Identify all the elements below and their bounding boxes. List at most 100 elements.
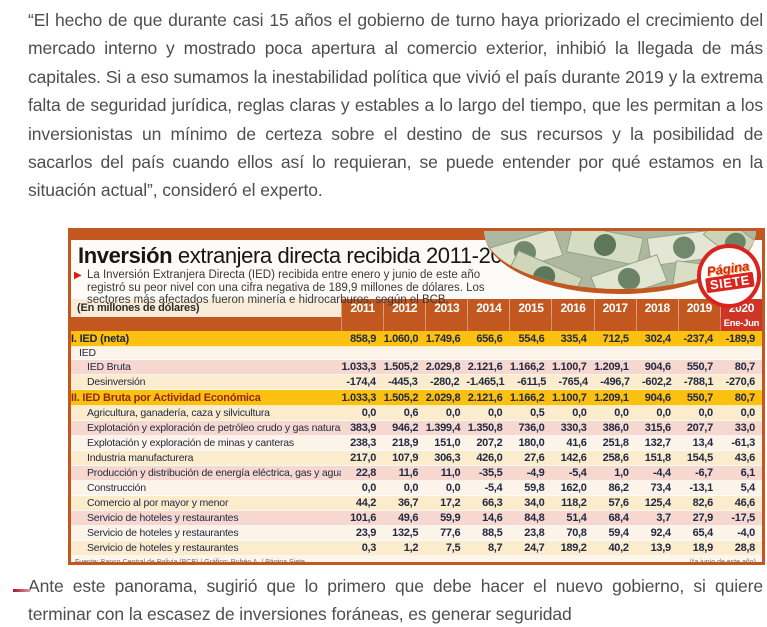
value-cell: 1.033,3 xyxy=(341,361,377,373)
value-cell: 0,0 xyxy=(698,407,713,419)
row-label: Explotación y exploración de minas y can… xyxy=(87,437,294,449)
value-cell: 335,4 xyxy=(560,332,587,345)
row-label: I. IED (neta) xyxy=(71,332,129,345)
value-cell: 8,7 xyxy=(487,542,503,554)
value-cell: 68,4 xyxy=(608,512,629,524)
footnote: (*a junio de este año) xyxy=(689,558,756,565)
value-cell: 86,2 xyxy=(608,482,629,494)
table-year-header-row: (En millones de dólares) 2011 2012 2013 201… xyxy=(71,299,762,317)
band-cell xyxy=(341,317,384,331)
value-cell: 7,5 xyxy=(445,542,461,554)
value-cell: 70,8 xyxy=(566,527,587,539)
value-cell: 2.121,6 xyxy=(467,391,503,404)
value-cell: 118,2 xyxy=(561,497,587,509)
band-cell xyxy=(425,317,468,331)
table-row: Servicio de hoteles y restaurantes 23,9 1… xyxy=(71,526,762,541)
value-cell: 0,0 xyxy=(445,407,461,419)
value-cell: 0,0 xyxy=(614,407,629,419)
band-cell xyxy=(593,317,636,331)
value-cell: 73,4 xyxy=(650,482,672,494)
year-header-cell: 2016 xyxy=(551,299,594,317)
value-cell: 736,0 xyxy=(518,422,545,434)
value-cell: 27,6 xyxy=(524,452,545,464)
value-cell: 0,0 xyxy=(361,407,377,419)
value-cell: -189,9 xyxy=(725,332,756,345)
value-cell: -174,4 xyxy=(346,376,376,388)
value-cell: 125,4 xyxy=(644,497,671,509)
value-cell: -602,2 xyxy=(642,376,672,388)
value-cell: 59,4 xyxy=(608,527,629,539)
value-cell: 238,3 xyxy=(350,437,377,449)
subperiod-label-spacer xyxy=(71,317,341,331)
value-cell: 1.399,4 xyxy=(425,422,461,434)
value-cell: 101,6 xyxy=(350,512,377,524)
value-cell: 41,6 xyxy=(566,437,587,449)
value-cell: 36,7 xyxy=(397,497,419,509)
value-cell: 383,9 xyxy=(350,422,377,434)
red-arrow-icon: ▶ xyxy=(74,270,82,281)
band-cell xyxy=(383,317,426,331)
value-cell: 3,7 xyxy=(656,512,671,524)
source-credit: Fuente: Banco Central de Bolivia (BCB) /… xyxy=(75,558,305,565)
table-row: IED xyxy=(71,347,762,360)
value-cell: 2.029,8 xyxy=(425,391,461,404)
value-cell: 5,4 xyxy=(740,482,756,494)
value-cell: 80,7 xyxy=(734,391,756,404)
table-row: Producción y distribución de energía elé… xyxy=(71,466,762,481)
value-cell: 59,8 xyxy=(524,482,545,494)
red-dash-marker xyxy=(13,589,30,592)
value-cell: 550,7 xyxy=(686,361,713,373)
value-cell: 0,5 xyxy=(530,407,545,419)
value-cell: 80,7 xyxy=(734,361,756,373)
row-label: Producción y distribución de energía elé… xyxy=(87,467,341,479)
value-cell: 1.209,1 xyxy=(594,391,629,404)
value-cell: -4,4 xyxy=(653,467,671,479)
value-cell: 858,9 xyxy=(350,332,377,345)
year-header-cell: 2018 xyxy=(635,299,678,317)
value-cell: 59,9 xyxy=(440,512,461,524)
row-label: Agricultura, ganadería, caza y silvicult… xyxy=(87,407,270,419)
value-cell: 550,7 xyxy=(686,391,713,404)
value-cell: 1.060,0 xyxy=(383,332,419,345)
band-cell xyxy=(551,317,594,331)
value-cell: 22,8 xyxy=(355,467,377,479)
table-row: Industria manufacturera 217,0 107,9 306,3 4… xyxy=(71,451,762,466)
value-cell: -5,4 xyxy=(568,467,587,479)
infographic-title-rest: extranjera directa recibida 2011-2020* xyxy=(172,243,535,268)
table-row: Explotación y exploración de minas y can… xyxy=(71,436,762,451)
value-cell: 1.350,8 xyxy=(467,422,503,434)
row-label: Explotación y exploración de petróleo cr… xyxy=(87,422,341,434)
value-cell: 142,6 xyxy=(560,452,587,464)
value-cell: 6,1 xyxy=(740,467,756,479)
row-label: IED xyxy=(79,347,96,359)
table-row: I. IED (neta) 858,9 1.060,0 1.749,6 656,6 55… xyxy=(71,331,762,347)
value-cell: 0,0 xyxy=(361,482,377,494)
row-label: Comercio al por mayor y menor xyxy=(87,497,229,509)
band-cell xyxy=(677,317,720,331)
value-cell: 34,0 xyxy=(524,497,545,509)
value-cell: 18,9 xyxy=(692,542,714,554)
fdi-infographic-image[interactable]: Inversión extranjera directa recibida 20… xyxy=(68,228,765,565)
value-cell: 92,4 xyxy=(650,527,672,539)
value-cell: 14,6 xyxy=(482,512,503,524)
value-cell: -17,5 xyxy=(731,512,755,524)
value-cell: 13,9 xyxy=(650,542,672,554)
value-cell: 180,0 xyxy=(518,437,545,449)
value-cell: 0,0 xyxy=(656,407,671,419)
value-cell: 207,7 xyxy=(686,422,713,434)
value-cell: 0,0 xyxy=(740,407,756,419)
infographic-top-bar xyxy=(71,231,762,240)
value-cell: -1.465,1 xyxy=(466,376,505,388)
value-cell: 13,4 xyxy=(692,437,714,449)
value-cell: 43,6 xyxy=(734,452,756,464)
value-cell: 306,3 xyxy=(434,452,461,464)
value-cell: 217,0 xyxy=(350,452,377,464)
value-cell: 44,2 xyxy=(355,497,377,509)
value-cell: 65,4 xyxy=(692,527,714,539)
row-label: IED Bruta xyxy=(87,361,131,373)
value-cell: 66,3 xyxy=(482,497,503,509)
value-cell: -280,2 xyxy=(429,376,460,388)
value-cell: 1,0 xyxy=(614,467,629,479)
year-header-cell: 2013 xyxy=(425,299,468,317)
value-cell: 23,9 xyxy=(355,527,377,539)
